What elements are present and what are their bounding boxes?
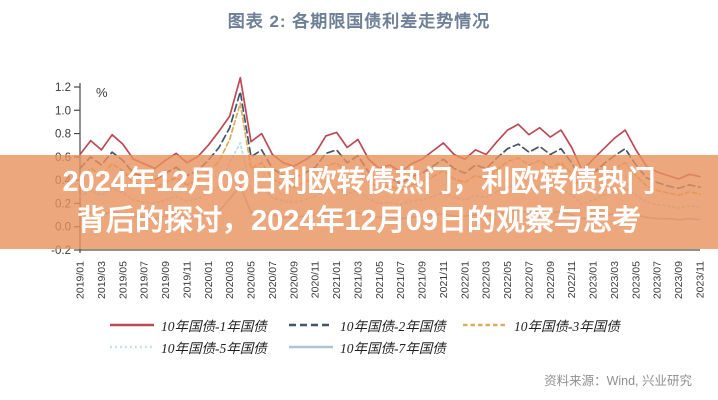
x-tick-label: 2019/11 [181,261,193,298]
x-tick-label: 2022/09 [545,261,557,299]
legend-swatch-icon [289,323,333,327]
x-tick-label: 2021/11 [438,261,450,298]
x-tick-label: 2019/05 [117,261,129,299]
legend-label: 10年国债-5年国债 [161,341,267,356]
legend-label: 10年国债-7年国债 [340,341,446,356]
legend-swatch-icon [110,323,154,327]
y-tick-label: 1.0 [55,105,71,117]
y-axis-unit-label: % [96,85,108,100]
legend-item-1: 10年国债-2年国债 [288,317,446,334]
x-tick-label: 2020/01 [203,261,215,299]
x-tick-label: 2023/05 [630,261,642,299]
x-tick-label: 2023/07 [652,261,664,299]
x-tick-label: 2022/01 [459,261,471,299]
legend-swatch-icon [289,345,333,349]
x-tick-label: 2022/05 [502,261,514,299]
legend-label: 10年国债-3年国债 [514,319,620,334]
x-tick-label: 2023/03 [609,261,621,299]
legend-swatch-icon [463,323,507,327]
x-tick-label: 2023/01 [588,261,600,299]
x-tick-label: 2023/09 [673,261,685,299]
x-tick-label: 2020/03 [224,261,236,299]
legend-swatch-icon [110,345,154,349]
y-tick-label: 0.8 [55,129,71,141]
legend-label: 10年国债-1年国债 [161,319,267,334]
x-tick-label: 2020/11 [310,261,322,298]
x-tick-label: 2022/03 [481,261,493,299]
legend-item-0: 10年国债-1年国债 [109,317,267,334]
x-tick-label: 2022/11 [566,261,578,298]
watermark-line-1: 2024年12月09日利欧转债热门，利欧转债热门 [62,166,656,198]
x-tick-label: 2021/05 [374,261,386,299]
x-tick-label: 2021/01 [331,261,343,299]
legend-item-3: 10年国债-5年国债 [109,339,267,356]
legend-label: 10年国债-2年国债 [340,319,446,334]
watermark-line-2: 背后的探讨，2024年12月09日的观察与思考 [76,205,642,237]
x-tick-label: 2019/07 [139,261,151,299]
chart-title: 图表 2: 各期限国债利差走势情况 [227,12,491,31]
watermark-banner: 2024年12月09日利欧转债热门，利欧转债热门 背后的探讨，2024年12月0… [0,155,718,249]
x-tick-label: 2022/07 [523,261,535,299]
source-note: 资料来源：Wind, 兴业研究 [544,374,692,388]
x-tick-label: 2021/07 [395,261,407,299]
x-tick-label: 2019/09 [160,261,172,299]
x-tick-label: 2021/09 [417,261,429,299]
x-tick-label: 2019/01 [75,261,87,299]
x-tick-label: 2020/07 [267,261,279,299]
x-tick-label: 2020/09 [288,261,300,299]
x-tick-label: 2023/11 [695,261,707,298]
x-tick-label: 2020/05 [246,261,258,299]
x-tick-label: 2021/03 [352,261,364,299]
legend-item-4: 10年国债-7年国债 [288,339,446,356]
legend-item-2: 10年国债-3年国债 [462,317,620,334]
y-tick-label: 1.2 [55,82,71,94]
x-tick-label: 2019/03 [96,261,108,299]
